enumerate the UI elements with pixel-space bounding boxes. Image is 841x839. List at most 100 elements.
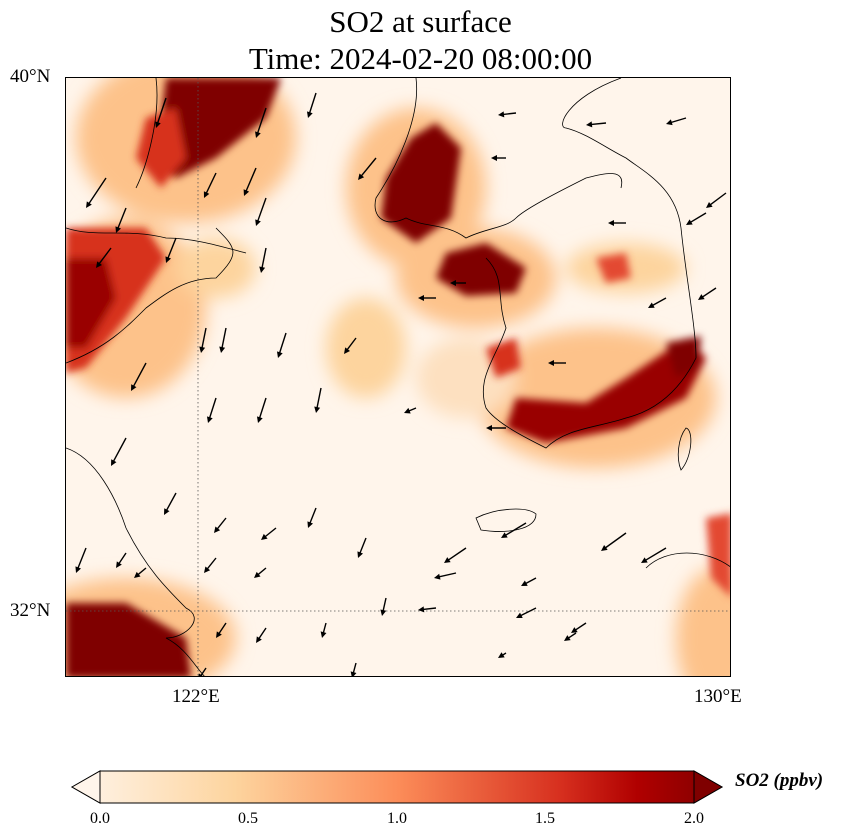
wind-arrow-head	[111, 459, 117, 466]
wind-arrow-head	[498, 652, 505, 658]
wind-arrow-head	[548, 360, 554, 366]
wind-arrow-head	[164, 508, 170, 515]
colorbar-tick: 0.0	[90, 810, 110, 827]
wind-arrow-head	[261, 533, 268, 540]
gridlines	[66, 78, 730, 676]
lon-label-130e: 130°E	[694, 686, 742, 707]
wind-arrow-head	[418, 295, 424, 301]
colorbar-label: SO2 (ppbv)	[735, 770, 824, 791]
wind-arrow	[359, 157, 377, 179]
wind-arrow	[308, 507, 317, 526]
wind-arrow-head	[344, 347, 350, 354]
colorbar	[70, 770, 724, 804]
wind-arrow	[278, 332, 287, 356]
wind-arrow	[518, 607, 537, 618]
wind-arrow-head	[486, 425, 492, 431]
wind-arrow-head	[350, 671, 357, 676]
wind-arrow-head	[307, 521, 314, 528]
colorbar-extend-min	[70, 770, 101, 804]
wind-arrow	[204, 172, 217, 196]
wind-arrow-head	[608, 220, 614, 226]
wind-arrow-head	[358, 173, 365, 180]
wind-arrow-head	[243, 189, 250, 196]
wind-arrow-head	[134, 571, 141, 578]
wind-arrow-head	[255, 131, 261, 138]
wind-arrow-head	[256, 416, 263, 423]
wind-arrow-head	[501, 532, 508, 538]
wind-arrow	[116, 207, 127, 231]
wind-arrow	[87, 177, 107, 206]
wind-arrow-head	[498, 111, 505, 118]
wind-arrow-head	[199, 346, 206, 353]
wind-arrow	[258, 397, 267, 421]
wind-arrow-head	[96, 261, 102, 268]
wind-arrow-head	[491, 155, 497, 161]
wind-arrow-head	[206, 416, 213, 423]
lon-label-122e: 122°E	[172, 686, 220, 707]
wind-arrow-head	[86, 201, 92, 208]
colorbar-tick: 2.0	[684, 810, 704, 827]
wind-arrow-head	[255, 219, 261, 226]
wind-arrow	[643, 547, 667, 563]
wind-arrow-head	[204, 566, 211, 573]
wind-arrow	[707, 192, 727, 207]
wind-arrow-head	[521, 580, 528, 586]
wind-vectors	[75, 92, 727, 676]
wind-arrow	[220, 327, 227, 351]
coastlines	[66, 78, 730, 676]
wind-arrow-head	[320, 631, 327, 638]
wind-arrow-head	[666, 119, 673, 126]
lat-label-32n: 32°N	[10, 600, 51, 621]
wind-arrow-head	[216, 631, 222, 638]
wind-arrow	[308, 92, 317, 116]
wind-arrow	[131, 362, 147, 389]
wind-arrow-head	[418, 606, 425, 613]
wind-arrow-head	[571, 627, 578, 633]
wind-arrow-head	[641, 557, 648, 563]
so2-high-layer	[66, 78, 730, 676]
lat-label-40n: 40°N	[10, 66, 51, 87]
wind-arrow-head	[131, 384, 137, 391]
wind-arrow-head	[306, 111, 313, 118]
wind-arrow	[256, 197, 267, 224]
wind-arrow-head	[586, 121, 593, 128]
wind-arrow-head	[219, 346, 226, 353]
so2-map	[65, 77, 731, 677]
wind-arrow-head	[444, 557, 451, 563]
wind-arrow-head	[256, 636, 262, 643]
wind-arrow-head	[276, 351, 283, 358]
wind-arrow	[315, 387, 322, 411]
wind-arrow-head	[314, 406, 321, 413]
colorbar-tick: 1.0	[387, 810, 407, 827]
colorbar-extend-max	[693, 770, 724, 804]
wind-arrow-head	[698, 294, 705, 300]
wind-arrow	[97, 247, 112, 267]
wind-arrow-head	[357, 551, 364, 558]
wind-arrow	[208, 397, 217, 421]
wind-arrow	[358, 537, 367, 556]
wind-arrow	[164, 492, 177, 513]
wind-arrow-head	[450, 280, 456, 286]
colorbar-gradient	[70, 770, 724, 804]
wind-arrow-head	[564, 635, 571, 641]
wind-arrow	[244, 167, 257, 194]
wind-arrow-head	[516, 612, 523, 618]
wind-arrow-head	[434, 573, 441, 580]
wind-arrow	[503, 522, 527, 538]
wind-arrow-head	[165, 256, 172, 263]
wind-arrow-head	[686, 219, 693, 225]
wind-arrow-head	[259, 266, 266, 273]
wind-arrow-head	[648, 302, 655, 308]
plot-title: SO2 at surface	[329, 4, 512, 39]
wind-arrow-head	[706, 202, 713, 208]
wind-arrow-head	[155, 121, 161, 128]
wind-arrow	[603, 532, 627, 550]
wind-arrow	[436, 572, 457, 579]
map-canvas	[66, 78, 730, 676]
wind-arrow-head	[214, 526, 221, 533]
wind-arrow	[166, 237, 177, 261]
wind-arrow-head	[404, 407, 411, 414]
wind-arrow-head	[254, 571, 261, 578]
wind-arrow-head	[203, 191, 210, 198]
colorbar-tick: 1.5	[535, 810, 555, 827]
